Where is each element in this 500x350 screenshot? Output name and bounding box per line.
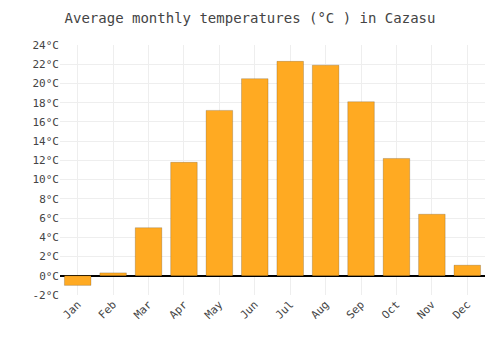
svg-text:Aug: Aug — [308, 298, 331, 321]
svg-text:18°C: 18°C — [33, 97, 60, 110]
svg-text:Average monthly temperatures (: Average monthly temperatures (°C ) in Ca… — [65, 10, 436, 26]
svg-text:-2°C: -2°C — [33, 289, 60, 302]
svg-text:Sep: Sep — [344, 298, 367, 321]
svg-text:22°C: 22°C — [33, 58, 60, 71]
svg-text:6°C: 6°C — [39, 212, 59, 225]
svg-text:Oct: Oct — [379, 298, 402, 321]
svg-text:Mar: Mar — [131, 298, 155, 322]
svg-text:4°C: 4°C — [39, 231, 59, 244]
svg-text:16°C: 16°C — [33, 116, 60, 129]
svg-text:May: May — [202, 298, 226, 322]
svg-text:Nov: Nov — [415, 298, 439, 322]
svg-text:Feb: Feb — [96, 298, 119, 321]
svg-text:2°C: 2°C — [39, 250, 59, 263]
svg-text:0°C: 0°C — [39, 270, 59, 283]
svg-text:20°C: 20°C — [33, 77, 60, 90]
svg-text:24°C: 24°C — [33, 39, 60, 52]
svg-text:12°C: 12°C — [33, 154, 60, 167]
svg-text:Dec: Dec — [450, 298, 473, 321]
svg-text:Jan: Jan — [60, 298, 83, 321]
svg-text:Apr: Apr — [167, 298, 191, 322]
svg-text:Jun: Jun — [238, 298, 261, 321]
svg-text:8°C: 8°C — [39, 193, 59, 206]
svg-text:14°C: 14°C — [33, 135, 60, 148]
svg-text:10°C: 10°C — [33, 173, 60, 186]
svg-text:Jul: Jul — [273, 298, 296, 321]
